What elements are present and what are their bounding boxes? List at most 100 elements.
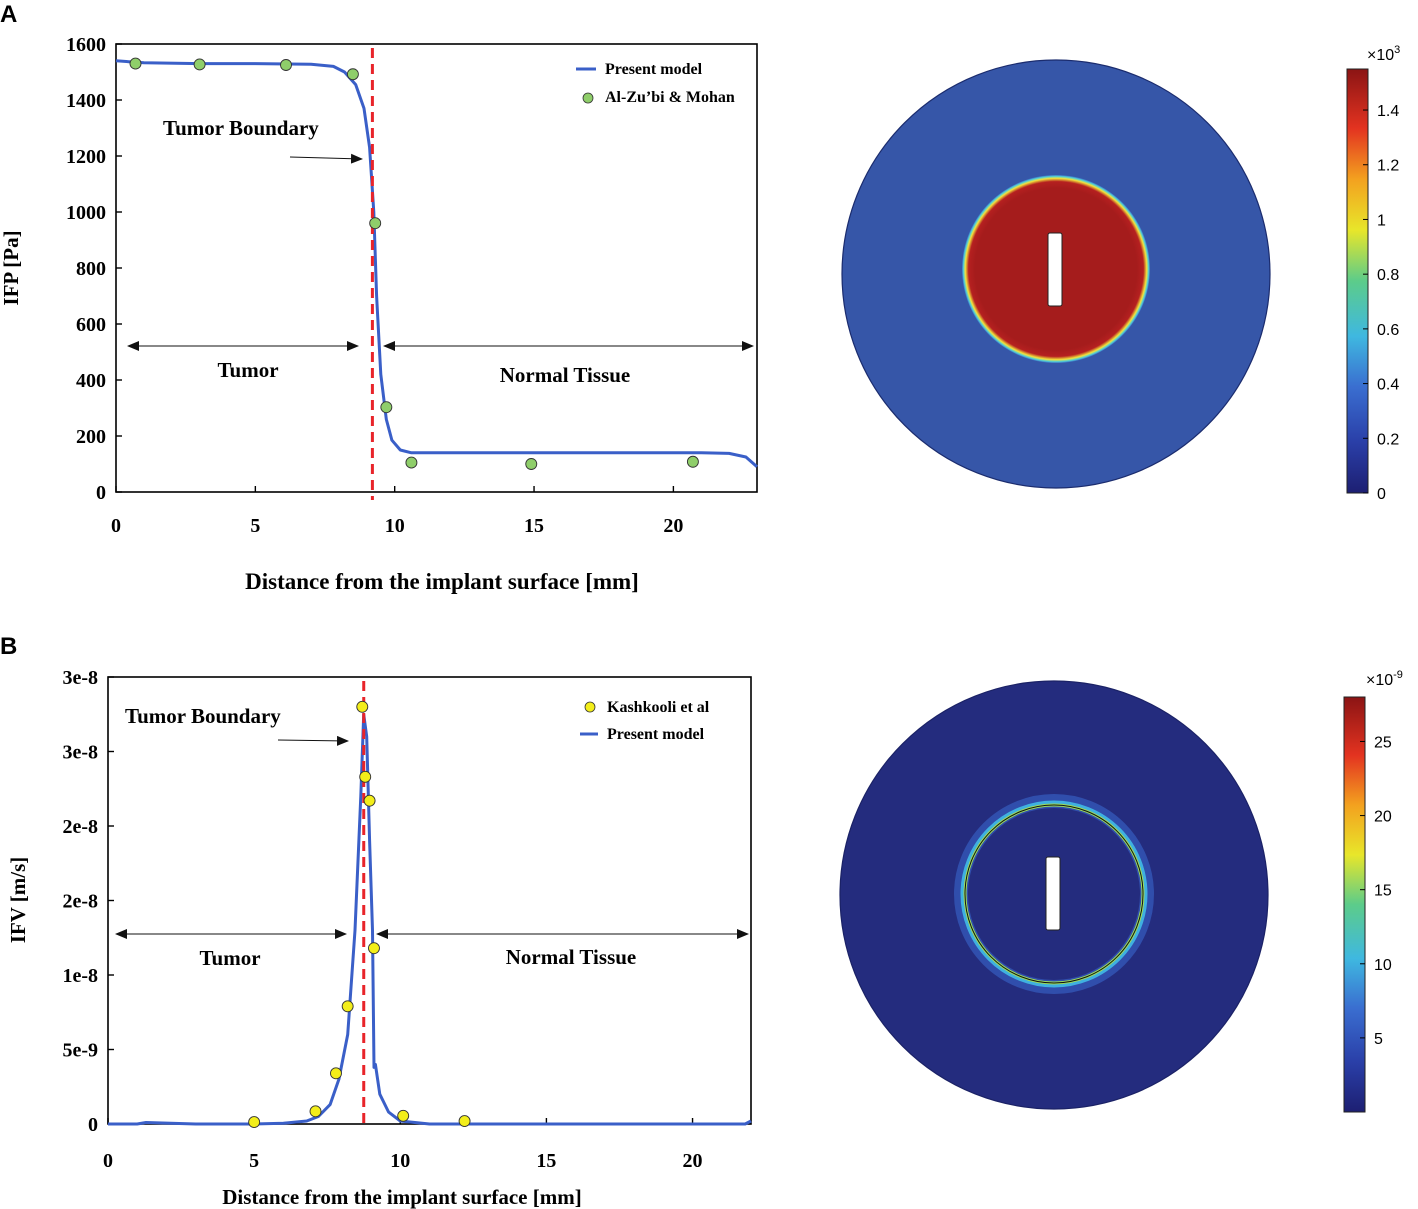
series-line-present-model — [115, 59, 758, 468]
colorbar-ticks: 1.4 1.2 1 0.8 0.6 0.4 0.2 0 — [1363, 103, 1399, 503]
y-tick-label: 2e-8 — [62, 891, 98, 913]
implant-slot — [1045, 856, 1061, 931]
colorbar-tick-label: 0.2 — [1377, 431, 1399, 448]
data-point — [309, 1105, 322, 1118]
y-tick-label: 0 — [96, 482, 106, 504]
x-tick-label: 10 — [385, 515, 405, 537]
data-point — [686, 455, 699, 468]
legend-label-kashkooli: Kashkooli et al — [607, 699, 710, 716]
chart-b: 0 5e-9 1e-8 2e-8 2e-8 3e-8 3e-8 0 5 10 15 20 IFV [… — [6, 667, 752, 1209]
data-point — [458, 1115, 471, 1127]
x-tick-label: 15 — [524, 515, 544, 537]
data-point — [280, 59, 292, 71]
data-point — [346, 68, 359, 81]
colorbar-multiplier: ×10-9 — [1366, 669, 1403, 689]
colorbar-b: ×10-9 25 20 15 10 5 — [1343, 669, 1403, 1113]
y-tick-label: 3e-8 — [62, 667, 98, 689]
data-point — [525, 458, 538, 470]
x-tick-label: 5 — [250, 515, 260, 537]
chart-marks — [108, 681, 752, 1129]
normal-tissue-label: Normal Tissue — [506, 945, 637, 969]
colorbar-multiplier: ×103 — [1367, 44, 1400, 64]
x-tick-label: 10 — [390, 1150, 410, 1172]
chart-a: 0 200 400 600 800 1000 1200 1400 1600 0 5 10 15 20 I… — [0, 34, 758, 594]
plot-frame — [107, 676, 752, 1125]
y-tick-label: 3e-8 — [62, 742, 98, 764]
colorbar-tick-label: 0 — [1377, 486, 1386, 503]
panel-letter-a: A — [0, 1, 17, 28]
y-tick-label: 1e-8 — [62, 965, 98, 987]
boundary-pointer-arrow — [289, 153, 363, 164]
legend-marker-swatch — [582, 92, 594, 104]
colorbar-tick-label: 15 — [1374, 883, 1392, 900]
y-tick-label: 1200 — [66, 146, 106, 168]
y-tick-label: 0 — [88, 1114, 98, 1136]
colorbar-tick-label: 1 — [1377, 212, 1386, 229]
data-point — [356, 700, 369, 713]
colorbar-a: ×103 1.4 1.2 1 0.8 0.6 0.4 0.2 0 — [1346, 44, 1400, 503]
colorbar-gradient — [1343, 696, 1366, 1113]
ifv-contour-map — [839, 680, 1269, 1110]
normal-tissue-label: Normal Tissue — [500, 363, 631, 387]
y-tick-label: 800 — [76, 258, 106, 280]
x-tick-label: 20 — [683, 1150, 703, 1172]
data-point — [248, 1116, 261, 1129]
tumor-region-label: Tumor — [199, 946, 260, 970]
colorbar-tick-label: 25 — [1374, 734, 1392, 751]
legend-label-al-zubi-mohan: Al-Zu’bi & Mohan — [605, 89, 735, 106]
colorbar-tick-label: 0.8 — [1377, 267, 1399, 284]
y-tick-label: 2e-8 — [62, 816, 98, 838]
colorbar-tick-label: 5 — [1374, 1031, 1383, 1048]
data-point — [330, 1067, 342, 1080]
legend-marker-swatch — [584, 701, 596, 713]
y-tick-label: 1000 — [66, 202, 106, 224]
boundary-pointer-arrow — [277, 735, 349, 746]
data-point — [380, 401, 393, 414]
data-point — [129, 57, 142, 70]
y-axis-ticks: 0 5e-9 1e-8 2e-8 2e-8 3e-8 3e-8 — [62, 667, 114, 1136]
data-point — [368, 942, 380, 955]
y-tick-label: 1400 — [66, 90, 106, 112]
implant-slot — [1047, 232, 1063, 307]
x-axis-ticks: 0 5 10 15 20 — [111, 486, 683, 537]
legend: Present model Al-Zu’bi & Mohan — [576, 61, 735, 106]
y-tick-label: 600 — [76, 314, 106, 336]
y-axis-ticks: 0 200 400 600 800 1000 1200 1400 1600 — [66, 34, 122, 504]
ifp-contour-map — [841, 59, 1271, 489]
y-tick-label: 5e-9 — [62, 1040, 98, 1062]
y-axis-label: IFP [Pa] — [0, 230, 23, 305]
tumor-boundary-label: Tumor Boundary — [125, 704, 281, 728]
plot-frame — [115, 43, 758, 493]
colorbar-tick-label: 1.4 — [1377, 103, 1399, 120]
tumor-region-label: Tumor — [217, 358, 278, 382]
boundary-halo-inner — [960, 800, 1148, 988]
colorbar-tick-label: 0.4 — [1377, 377, 1399, 394]
colorbar-tick-label: 20 — [1374, 809, 1392, 826]
series-line-present-model — [108, 712, 752, 1126]
chart-marks — [115, 48, 758, 500]
legend-label-present-model: Present model — [605, 61, 703, 78]
y-tick-label: 200 — [76, 426, 106, 448]
y-tick-label: 400 — [76, 370, 106, 392]
colorbar-ticks: 25 20 15 10 5 — [1360, 734, 1392, 1048]
data-point — [193, 58, 206, 71]
boundary-ring-core — [964, 804, 1144, 984]
data-point — [397, 1109, 410, 1122]
legend: Kashkooli et al Present model — [580, 699, 710, 743]
legend-label-present-model: Present model — [607, 726, 705, 743]
y-axis-label: IFV [m/s] — [6, 857, 30, 944]
x-axis-ticks: 0 5 10 15 20 — [103, 1118, 703, 1172]
colorbar-tick-label: 10 — [1374, 957, 1392, 974]
data-point — [359, 770, 372, 783]
colorbar-tick-label: 1.2 — [1377, 158, 1399, 175]
colorbar-tick-label: 0.6 — [1377, 322, 1399, 339]
x-tick-label: 5 — [249, 1150, 259, 1172]
data-point — [369, 217, 382, 230]
panel-letter-b: B — [0, 633, 17, 660]
data-point — [363, 794, 376, 807]
data-point — [341, 1000, 354, 1013]
x-tick-label: 15 — [536, 1150, 556, 1172]
colorbar-gradient — [1346, 68, 1369, 494]
x-tick-label: 0 — [111, 515, 121, 537]
tumor-boundary-label: Tumor Boundary — [163, 116, 319, 140]
